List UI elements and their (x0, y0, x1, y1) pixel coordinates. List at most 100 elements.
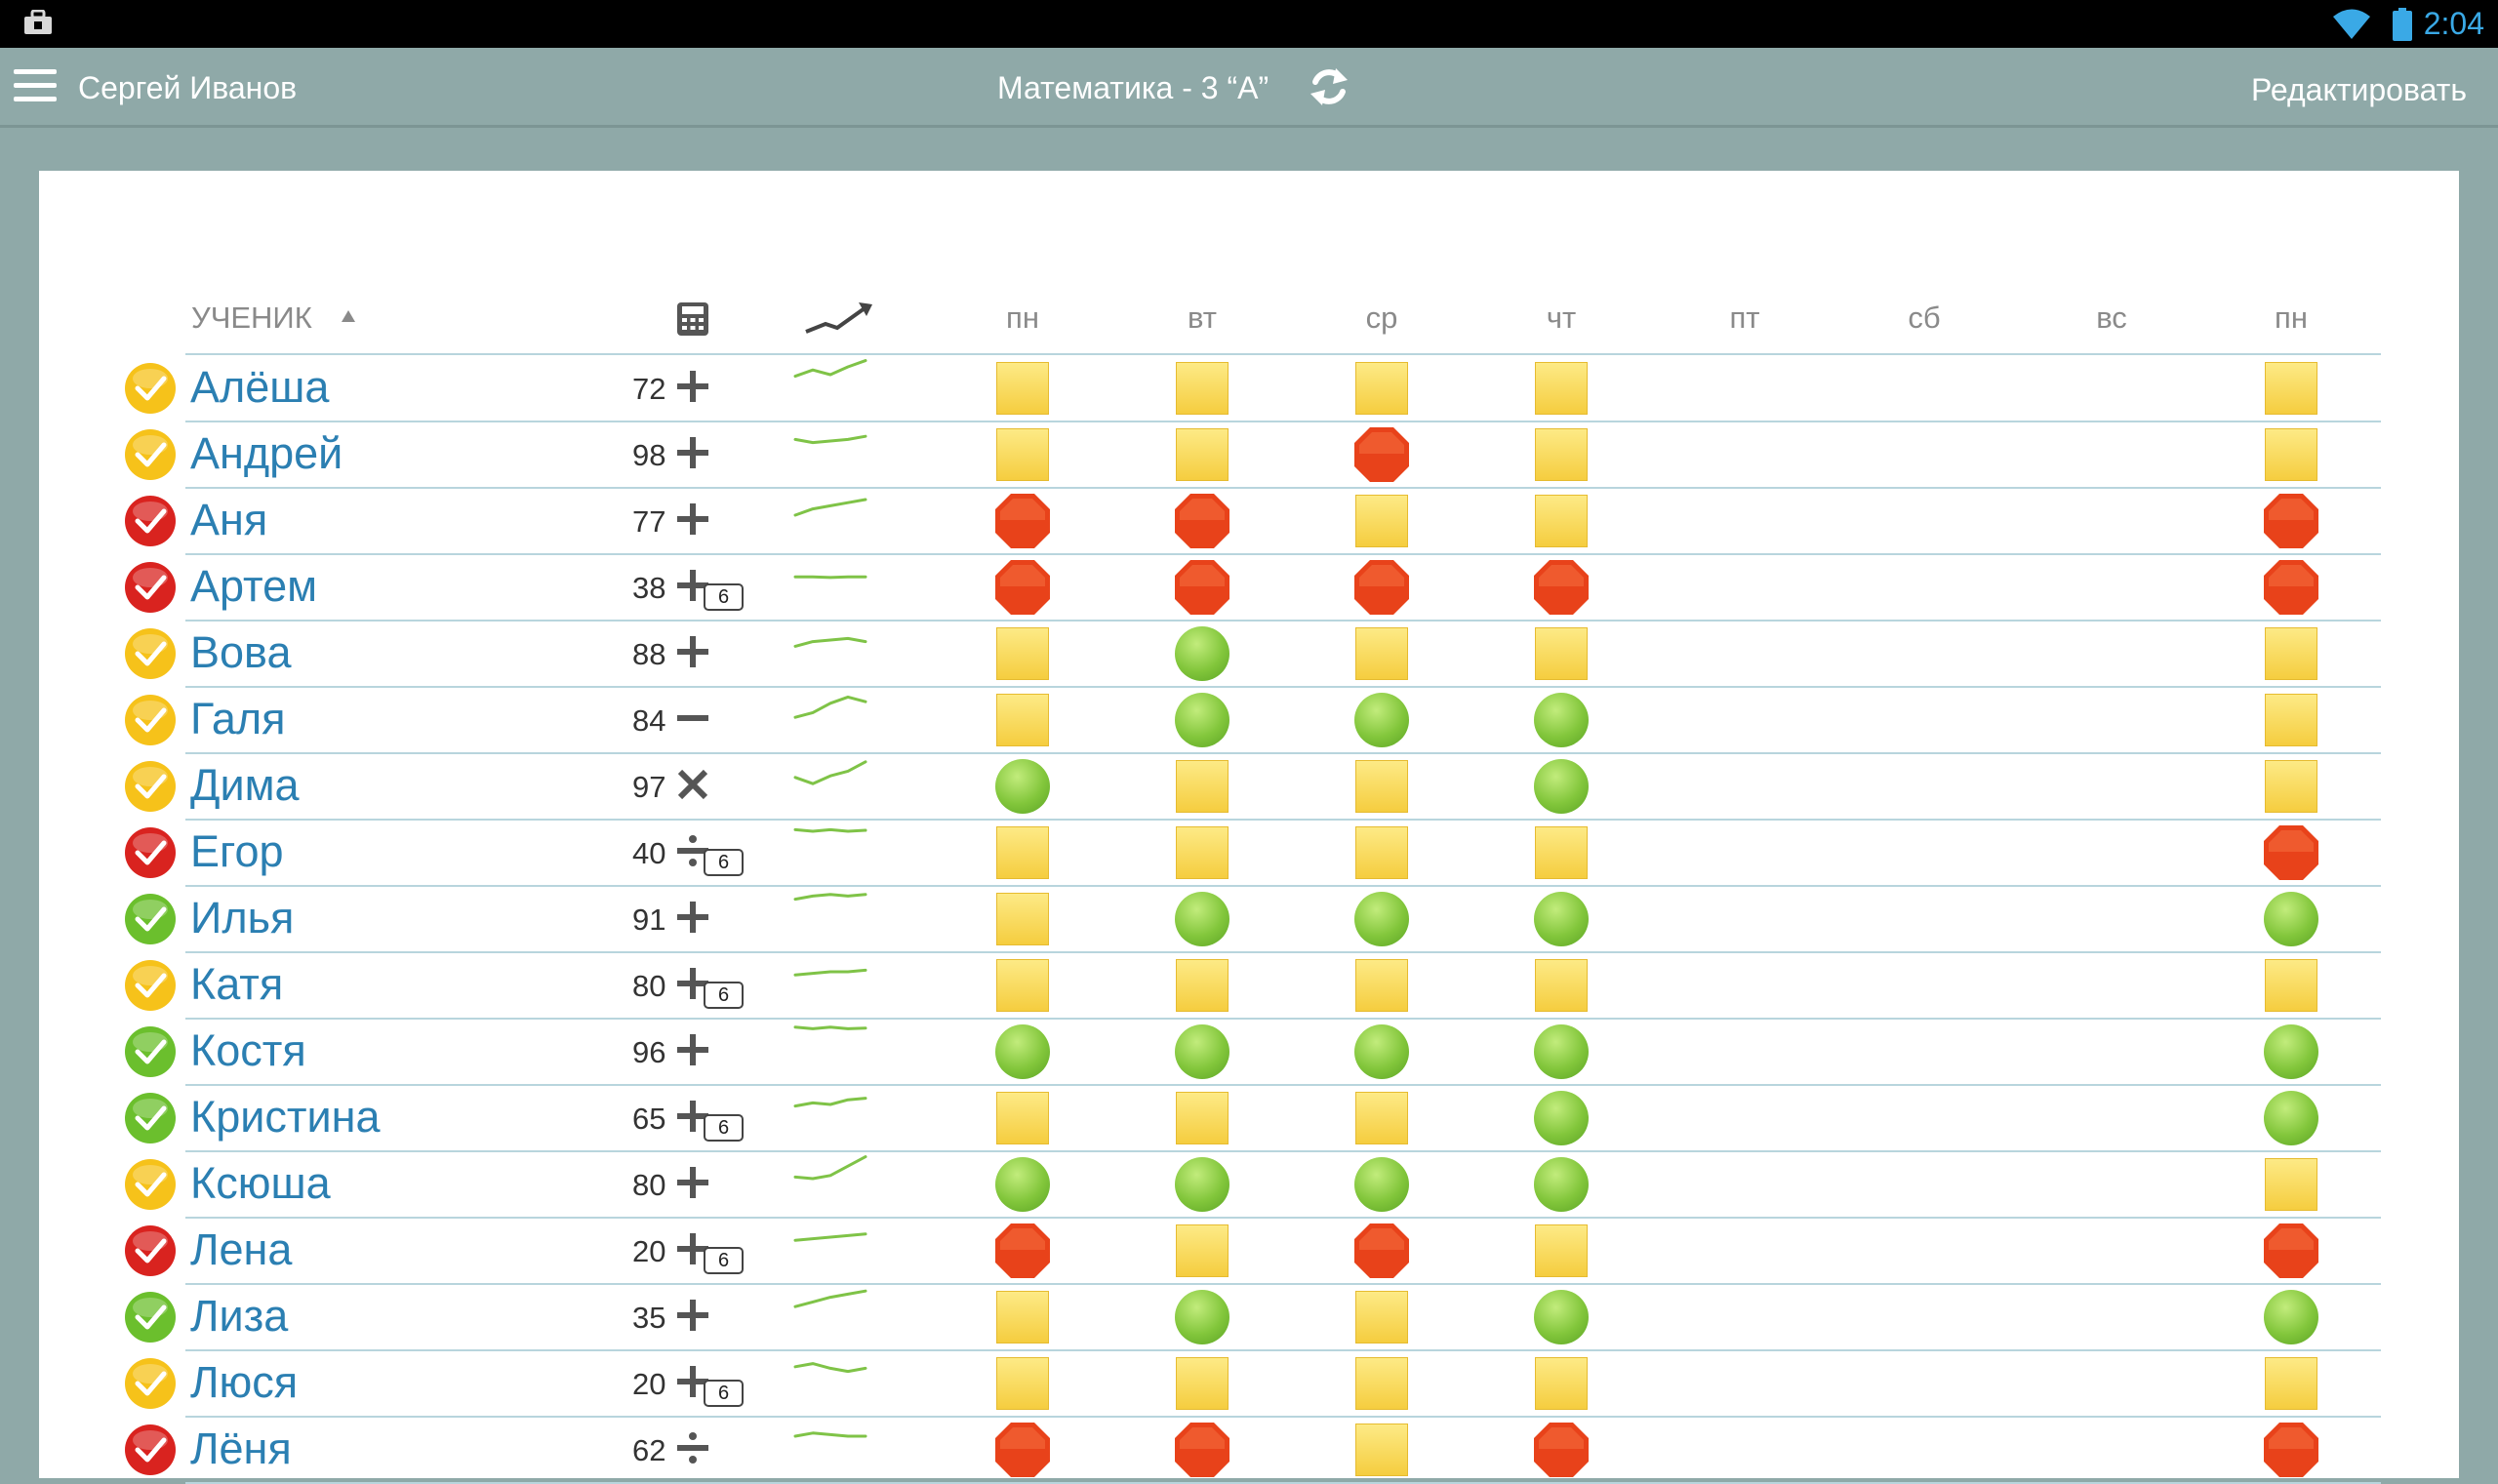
yellow-square-mark[interactable] (996, 1291, 1049, 1344)
check-icon[interactable] (124, 1224, 177, 1277)
red-stop-mark[interactable] (994, 493, 1051, 549)
check-icon[interactable] (124, 826, 177, 879)
green-circle-mark[interactable] (1175, 1290, 1229, 1344)
yellow-square-mark[interactable] (1535, 428, 1588, 481)
yellow-square-mark[interactable] (1355, 1357, 1408, 1410)
green-circle-mark[interactable] (1354, 1157, 1409, 1212)
yellow-square-mark[interactable] (2265, 428, 2317, 481)
green-circle-mark[interactable] (1534, 892, 1589, 946)
yellow-square-mark[interactable] (1535, 1357, 1588, 1410)
yellow-square-mark[interactable] (1535, 826, 1588, 879)
yellow-square-mark[interactable] (1176, 1357, 1229, 1410)
student-name[interactable]: Лиза (190, 1291, 289, 1341)
green-circle-mark[interactable] (2264, 1091, 2318, 1145)
student-name[interactable]: Галя (190, 694, 286, 743)
green-circle-mark[interactable] (1175, 892, 1229, 946)
yellow-square-mark[interactable] (1176, 826, 1229, 879)
green-circle-mark[interactable] (1175, 1024, 1229, 1079)
yellow-square-mark[interactable] (1176, 760, 1229, 813)
green-circle-mark[interactable] (1175, 693, 1229, 747)
yellow-square-mark[interactable] (2265, 694, 2317, 746)
check-icon[interactable] (124, 1357, 177, 1410)
yellow-square-mark[interactable] (2265, 1158, 2317, 1211)
check-icon[interactable] (124, 694, 177, 746)
yellow-square-mark[interactable] (2265, 760, 2317, 813)
day-header[interactable]: пт (1729, 301, 1760, 335)
check-icon[interactable] (124, 893, 177, 945)
day-header[interactable]: ср (1365, 301, 1398, 335)
yellow-square-mark[interactable] (1355, 959, 1408, 1012)
yellow-square-mark[interactable] (996, 959, 1049, 1012)
red-stop-mark[interactable] (994, 1422, 1051, 1478)
calculator-icon[interactable] (677, 302, 708, 336)
green-circle-mark[interactable] (1534, 1290, 1589, 1344)
student-name[interactable]: Катя (190, 959, 284, 1009)
yellow-square-mark[interactable] (1355, 495, 1408, 547)
green-circle-mark[interactable] (1175, 626, 1229, 681)
student-name[interactable]: Артем (190, 561, 318, 611)
day-header[interactable]: пн (1006, 301, 1039, 335)
yellow-square-mark[interactable] (2265, 1357, 2317, 1410)
green-circle-mark[interactable] (1354, 1024, 1409, 1079)
red-stop-mark[interactable] (2263, 1422, 2319, 1478)
red-stop-mark[interactable] (2263, 493, 2319, 549)
student-name[interactable]: Лена (190, 1224, 293, 1274)
yellow-square-mark[interactable] (996, 428, 1049, 481)
yellow-square-mark[interactable] (1535, 362, 1588, 415)
yellow-square-mark[interactable] (1535, 1224, 1588, 1277)
red-stop-mark[interactable] (1353, 1223, 1410, 1279)
yellow-square-mark[interactable] (1355, 760, 1408, 813)
red-stop-mark[interactable] (2263, 559, 2319, 616)
yellow-square-mark[interactable] (1355, 362, 1408, 415)
green-circle-mark[interactable] (1175, 1157, 1229, 1212)
student-name[interactable]: Вова (190, 627, 292, 677)
red-stop-mark[interactable] (994, 559, 1051, 616)
menu-icon[interactable] (14, 69, 57, 108)
green-circle-mark[interactable] (1534, 1024, 1589, 1079)
check-icon[interactable] (124, 561, 177, 614)
yellow-square-mark[interactable] (996, 1357, 1049, 1410)
check-icon[interactable] (124, 1158, 177, 1211)
red-stop-mark[interactable] (994, 1223, 1051, 1279)
green-circle-mark[interactable] (2264, 892, 2318, 946)
yellow-square-mark[interactable] (1355, 1092, 1408, 1144)
check-icon[interactable] (124, 627, 177, 680)
green-circle-mark[interactable] (1534, 1157, 1589, 1212)
student-name[interactable]: Дима (190, 760, 300, 810)
yellow-square-mark[interactable] (1535, 495, 1588, 547)
check-icon[interactable] (124, 1291, 177, 1344)
red-stop-mark[interactable] (2263, 824, 2319, 881)
red-stop-mark[interactable] (1174, 493, 1230, 549)
student-name[interactable]: Люся (190, 1357, 299, 1407)
green-circle-mark[interactable] (1534, 1091, 1589, 1145)
yellow-square-mark[interactable] (1176, 1224, 1229, 1277)
day-header[interactable]: пн (2275, 301, 2308, 335)
yellow-square-mark[interactable] (1176, 1092, 1229, 1144)
student-column-header[interactable]: УЧЕНИК (191, 301, 312, 335)
yellow-square-mark[interactable] (996, 893, 1049, 945)
student-name[interactable]: Лёня (190, 1424, 292, 1473)
check-icon[interactable] (124, 959, 177, 1012)
red-stop-mark[interactable] (1533, 559, 1590, 616)
day-header[interactable]: сб (1908, 301, 1941, 335)
red-stop-mark[interactable] (1174, 1422, 1230, 1478)
red-stop-mark[interactable] (1353, 559, 1410, 616)
yellow-square-mark[interactable] (1535, 627, 1588, 680)
yellow-square-mark[interactable] (996, 694, 1049, 746)
red-stop-mark[interactable] (1533, 1422, 1590, 1478)
check-icon[interactable] (124, 760, 177, 813)
day-header[interactable]: вт (1188, 301, 1217, 335)
student-name[interactable]: Костя (190, 1025, 306, 1075)
trend-icon[interactable] (804, 301, 874, 338)
yellow-square-mark[interactable] (1355, 1291, 1408, 1344)
yellow-square-mark[interactable] (2265, 627, 2317, 680)
green-circle-mark[interactable] (2264, 1024, 2318, 1079)
yellow-square-mark[interactable] (1355, 826, 1408, 879)
check-icon[interactable] (124, 1025, 177, 1078)
red-stop-mark[interactable] (1353, 426, 1410, 483)
yellow-square-mark[interactable] (996, 362, 1049, 415)
sort-ascending-icon[interactable] (342, 310, 355, 322)
green-circle-mark[interactable] (1534, 693, 1589, 747)
student-name[interactable]: Алёша (190, 362, 330, 412)
edit-button[interactable]: Редактировать (2250, 72, 2467, 107)
